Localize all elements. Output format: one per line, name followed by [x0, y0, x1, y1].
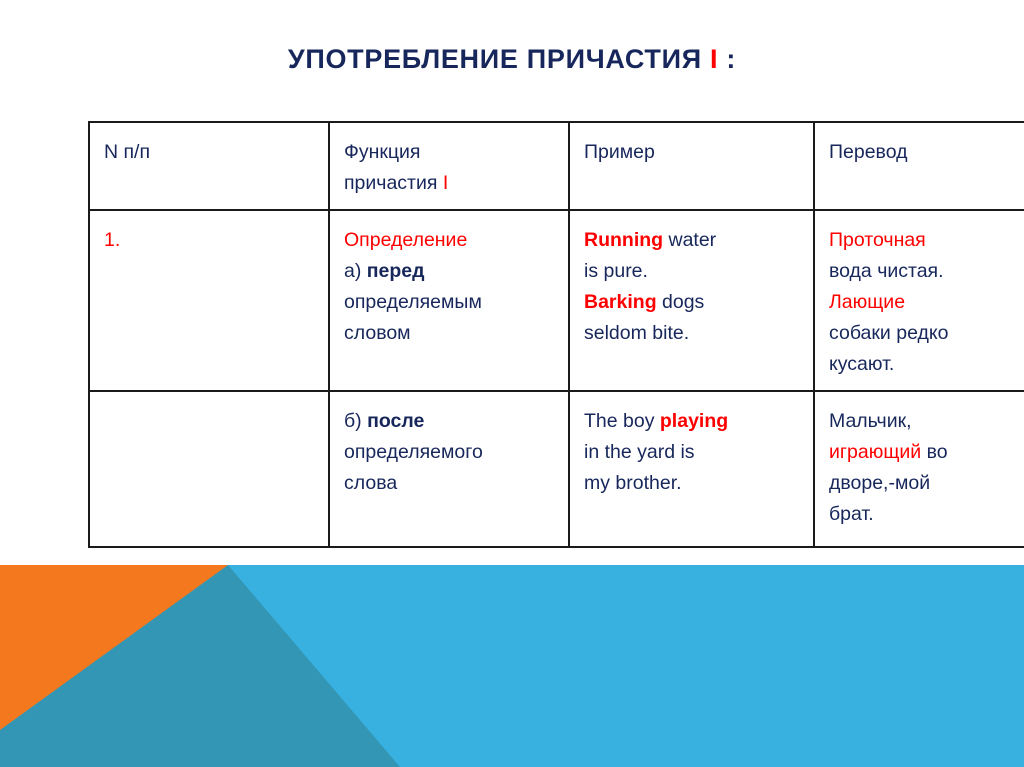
row2-cell-example: The boy playing in the yard is my brothe…	[568, 390, 815, 548]
row2-example-line3: my brother.	[584, 472, 682, 494]
page-title-suffix: :	[718, 44, 737, 74]
row1-translation-line5: кусают.	[829, 353, 895, 375]
row2-cell-function: б) после определяемого слова	[328, 390, 570, 548]
row1-translation-line4: собаки редко	[829, 322, 949, 344]
header-function-line2: причастия I	[344, 168, 554, 199]
row1-translation-line3: Лающие	[829, 291, 906, 313]
footer-decoration	[0, 565, 1024, 767]
row1-function-definition: Определение	[344, 229, 468, 251]
row2-translation-rest: во	[921, 441, 948, 463]
row1-example-rest-2: dogs	[656, 291, 705, 313]
row1-function-marker: а)	[344, 260, 367, 282]
row2-translation-line4: брат.	[829, 503, 874, 525]
row1-cell-number: 1.	[88, 209, 330, 392]
table-header-row: N п/п Функция причастия I Пример Перевод	[88, 121, 1024, 211]
row1-cell-function: Определение а) перед определяемым словом	[328, 209, 570, 392]
header-translation-label: Перевод	[829, 141, 908, 163]
header-cell-translation: Перевод	[813, 121, 1024, 211]
row1-example-line2: is pure.	[584, 260, 648, 282]
row1-example-line3: Barking dogs	[584, 287, 799, 318]
row1-function-line3: определяемым	[344, 291, 482, 313]
row1-function-keyword: перед	[366, 260, 425, 282]
row1-example-line1: Running water	[584, 225, 799, 256]
row1-example-rest-1: water	[663, 229, 717, 251]
footer-decoration-graphic	[0, 565, 1024, 767]
row1-translation-line2: вода чистая.	[829, 260, 944, 282]
footer-teal-triangle	[0, 565, 400, 767]
row2-function-position: б) после	[344, 406, 554, 437]
row2-function-line4: слова	[344, 472, 398, 494]
header-cell-number: N п/п	[88, 121, 330, 211]
header-function-accent: I	[442, 172, 449, 194]
row1-number: 1.	[104, 229, 121, 251]
page-title: УПОТРЕБЛЕНИЕ ПРИЧАСТИЯ I :	[0, 44, 1024, 75]
row1-cell-example: Running water is pure. Barking dogs seld…	[568, 209, 815, 392]
row2-example-participle: playing	[659, 410, 729, 432]
row2-cell-translation: Мальчик, играющий во дворе,-мой брат.	[813, 390, 1024, 548]
header-function-line2-text: причастия	[344, 172, 443, 194]
table-row: б) после определяемого слова The boy pla…	[88, 390, 1024, 548]
header-cell-function: Функция причастия I	[328, 121, 570, 211]
header-example-label: Пример	[584, 141, 655, 163]
row2-example-prefix: The boy	[584, 410, 660, 432]
row2-translation-line2: играющий во	[829, 437, 1024, 468]
row1-translation-line1: Проточная	[829, 229, 926, 251]
row1-function-line4: словом	[344, 322, 411, 344]
participle-usage-table: N п/п Функция причастия I Пример Перевод…	[88, 121, 1024, 548]
row2-translation-line3: дворе,-мой	[829, 472, 931, 494]
row1-example-line4: seldom bite.	[584, 322, 690, 344]
row1-function-position: а) перед	[344, 256, 554, 287]
row2-example-line2: in the yard is	[584, 441, 695, 463]
header-cell-example: Пример	[568, 121, 815, 211]
header-number-label: N п/п	[104, 141, 151, 163]
row1-cell-translation: Проточная вода чистая. Лающие собаки ред…	[813, 209, 1024, 392]
row2-translation-line1: Мальчик,	[829, 410, 912, 432]
page-title-main: УПОТРЕБЛЕНИЕ ПРИЧАСТИЯ	[287, 44, 711, 74]
row1-example-participle-2: Barking	[584, 291, 657, 313]
row1-example-participle-1: Running	[584, 229, 664, 251]
row2-cell-number	[88, 390, 330, 548]
row2-function-marker: б)	[344, 410, 368, 432]
row2-function-line3: определяемого	[344, 441, 483, 463]
table-row: 1. Определение а) перед определяемым сло…	[88, 209, 1024, 392]
row2-translation-participle: играющий	[829, 441, 922, 463]
row2-function-keyword: после	[367, 410, 425, 432]
page-title-accent: I	[710, 44, 719, 74]
row2-example-line1: The boy playing	[584, 406, 799, 437]
header-function-line1: Функция	[344, 141, 421, 163]
